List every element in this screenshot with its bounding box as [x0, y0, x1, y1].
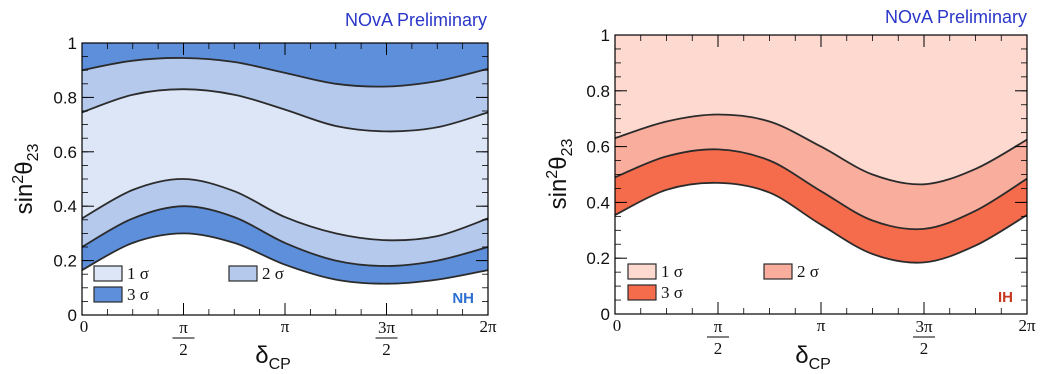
y-tick-label: 0: [601, 305, 610, 324]
contour-band: [615, 149, 1027, 263]
x-tick-label: 0: [613, 316, 622, 335]
y-tick-label: 0.6: [53, 143, 77, 162]
contour-line: [81, 205, 489, 267]
legend-label: 1 σ: [127, 264, 149, 283]
y-tick-label: 0.6: [586, 138, 610, 157]
x-tick-label: π: [817, 316, 826, 335]
legend-swatch: [228, 265, 258, 282]
contour-band: [82, 57, 488, 132]
y-tick-label: 0.8: [586, 82, 610, 101]
contour-line: [81, 88, 489, 133]
chart-panel-ih: NOvA Preliminary 00.20.40.60.810 π2π 3π22π…: [544, 7, 1036, 373]
x-tick-label: 2π: [479, 317, 497, 336]
legend-label: 3 σ: [661, 283, 683, 302]
chart-panel-nh: NOvA Preliminary 00.20.40.60.810 π2π 3π22π…: [10, 10, 497, 373]
x-tick-label-numerator: 3π: [915, 317, 933, 336]
legend-label: 2 σ: [797, 262, 819, 281]
y-tick-label: 0: [68, 306, 77, 325]
y-tick-label: 0.4: [53, 197, 77, 216]
legend-swatch: [627, 284, 657, 301]
contour-line: [81, 57, 489, 88]
contour-band: [82, 206, 488, 284]
x-tick-label-denominator: 2: [920, 339, 929, 358]
legend-swatch: [93, 265, 123, 282]
x-axis-label: δCP: [255, 342, 291, 373]
contour-band: [615, 114, 1027, 230]
x-tick-label: 0: [80, 317, 89, 336]
contour-band: [615, 35, 1027, 185]
legend-label: 2 σ: [262, 264, 284, 283]
x-tick-label: 2π: [1018, 316, 1036, 335]
contour-line: [614, 181, 1028, 264]
chart-title: NOvA Preliminary: [345, 10, 487, 30]
chart-title: NOvA Preliminary: [885, 7, 1027, 27]
contour-band: [82, 89, 488, 241]
hierarchy-label: IH: [998, 289, 1013, 306]
x-tick-label-denominator: 2: [179, 340, 188, 359]
legend-swatch: [627, 263, 657, 280]
x-tick-label-numerator: 3π: [378, 318, 396, 337]
legend-swatch: [93, 286, 123, 303]
y-tick-label: 0.2: [586, 249, 610, 268]
x-tick-label-numerator: π: [714, 317, 723, 336]
x-tick-label-denominator: 2: [714, 339, 723, 358]
y-tick-label: 0.2: [53, 252, 77, 271]
x-axis-label: δCP: [795, 342, 831, 373]
legend: 1 σ 2 σ 3 σ: [627, 262, 819, 302]
contour-line: [614, 113, 1028, 186]
x-tick-label: π: [281, 317, 290, 336]
contour-band: [82, 178, 488, 266]
y-tick-label: 1: [68, 34, 77, 53]
contour-line: [81, 178, 489, 242]
legend: 1 σ 2 σ 3 σ: [93, 264, 284, 304]
legend-swatch: [763, 263, 793, 280]
x-tick-label-denominator: 2: [382, 340, 391, 359]
y-tick-label: 1: [601, 26, 610, 45]
y-axis-label: sin2θ23: [544, 139, 576, 210]
legend-label: 3 σ: [127, 285, 149, 304]
y-tick-label: 0.8: [53, 88, 77, 107]
y-tick-label: 0.4: [586, 193, 610, 212]
x-tick-label-numerator: π: [179, 318, 188, 337]
legend-label: 1 σ: [661, 262, 683, 281]
contour-line: [614, 148, 1028, 231]
contour-line: [81, 232, 489, 285]
hierarchy-label: NH: [452, 290, 474, 307]
y-axis-label: sin2θ23: [10, 144, 42, 215]
